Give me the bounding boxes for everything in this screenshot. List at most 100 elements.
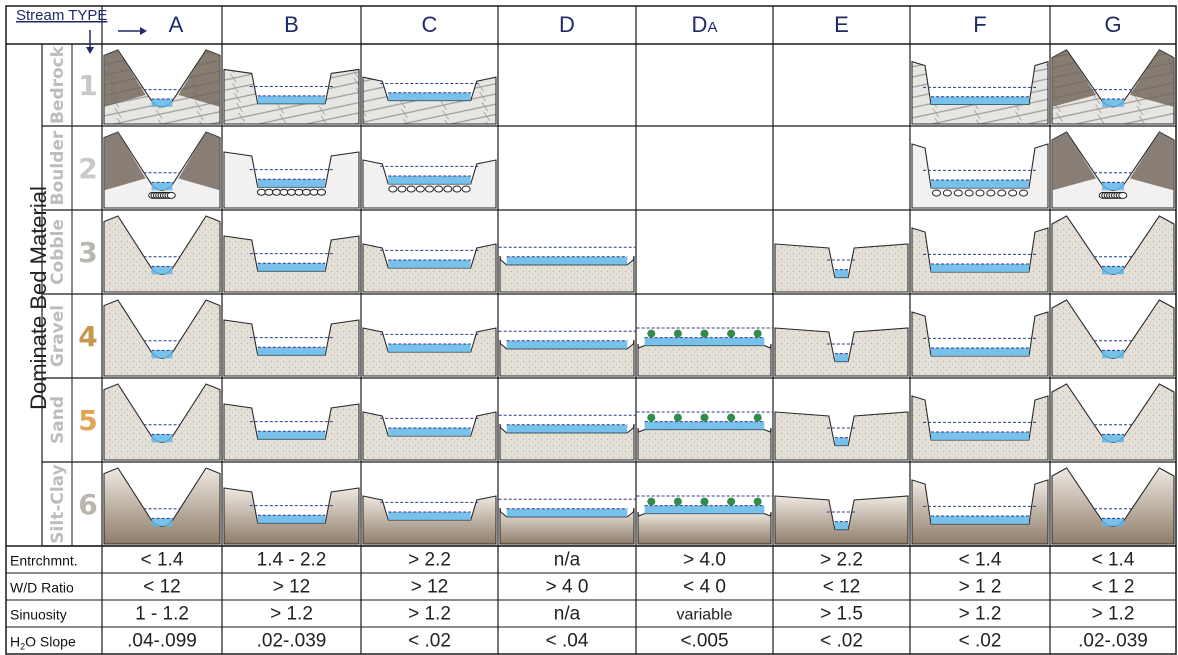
metric-1-f: > 1 2	[959, 577, 1002, 598]
metric-1-da: < 4 0	[683, 577, 726, 598]
metric-3-g: .02-.039	[1078, 631, 1148, 652]
vegetation	[727, 497, 736, 506]
profile-e-3	[774, 243, 909, 293]
column-header-e: E	[834, 12, 849, 37]
profile-a-1	[103, 49, 221, 125]
water	[506, 424, 628, 433]
profile-da-6	[636, 495, 773, 545]
boulder	[397, 185, 407, 193]
channel-bed	[103, 383, 221, 461]
boulder	[452, 185, 462, 193]
profile-c-6	[362, 495, 497, 545]
boulder	[279, 188, 289, 196]
boulder	[257, 188, 266, 196]
water	[834, 521, 849, 530]
metric-3-da: <.005	[680, 631, 728, 652]
vegetation	[673, 497, 682, 506]
water	[257, 263, 326, 272]
profile-b-2	[223, 151, 360, 209]
channel-bed	[774, 411, 909, 461]
boulder	[443, 185, 453, 193]
channel-bed	[911, 60, 1049, 125]
channel-bed	[637, 427, 772, 461]
metric-2-da: variable	[676, 607, 732, 624]
water	[151, 182, 173, 191]
metric-label-2: Sinuosity	[10, 607, 67, 623]
metric-2-f: > 1.2	[959, 604, 1002, 625]
boulder	[964, 189, 974, 197]
metric-3-c: < .02	[408, 631, 451, 652]
channel-bed	[103, 467, 221, 545]
profile-g-4	[1051, 299, 1175, 377]
material-number-6: 6	[78, 488, 97, 521]
boulder	[272, 188, 281, 196]
profile-f-6	[911, 479, 1049, 545]
profile-e-5	[774, 411, 909, 461]
water	[257, 95, 326, 104]
water	[834, 437, 849, 446]
boulder	[287, 188, 296, 196]
water	[1102, 434, 1124, 443]
stream-type-label: Stream TYPE	[16, 7, 107, 24]
profile-c-2	[362, 159, 497, 209]
table-grid	[5, 5, 1177, 655]
profile-g-5	[1051, 383, 1175, 461]
water	[257, 347, 326, 356]
profile-b-6	[223, 487, 360, 545]
metric-2-d: n/a	[554, 604, 581, 625]
material-number-5: 5	[78, 404, 97, 437]
valley-wall	[1129, 132, 1174, 191]
water	[151, 518, 173, 527]
boulder	[317, 188, 326, 196]
valley-wall	[178, 49, 220, 107]
metric-0-e: > 2.2	[820, 550, 863, 571]
vegetation	[753, 497, 762, 506]
boulder	[997, 189, 1007, 197]
vegetation	[700, 329, 709, 338]
profile-g-6	[1051, 467, 1175, 545]
boulder	[461, 185, 471, 193]
water	[151, 434, 173, 443]
metric-3-e: < .02	[820, 631, 863, 652]
water	[506, 256, 628, 265]
vegetation	[647, 497, 656, 506]
channel-bed	[637, 343, 772, 377]
profile-b-5	[223, 403, 360, 461]
valley-wall	[1052, 49, 1097, 107]
water	[388, 176, 471, 184]
boulder	[425, 185, 434, 193]
arrow-down-icon	[86, 47, 94, 54]
profile-d-6	[498, 498, 636, 545]
profile-d-5	[498, 414, 636, 461]
vegetation	[647, 413, 656, 422]
boulder	[931, 189, 941, 197]
boulder	[406, 185, 416, 193]
boulder	[986, 189, 996, 197]
channel-bed	[774, 327, 909, 377]
material-number-2: 2	[78, 152, 97, 185]
metric-1-d: > 4 0	[546, 577, 589, 598]
channel-bed	[223, 403, 360, 461]
water	[931, 348, 1029, 356]
profile-f-1	[911, 60, 1049, 125]
channel-bed	[1051, 467, 1175, 545]
vegetation	[753, 329, 762, 338]
water	[506, 508, 628, 517]
channel-bed	[911, 143, 1049, 209]
vegetation	[727, 329, 736, 338]
vegetation	[673, 413, 682, 422]
column-header-a: A	[169, 12, 184, 37]
water	[257, 431, 326, 440]
water	[931, 516, 1029, 524]
boulder	[1118, 191, 1128, 199]
profile-a-6	[103, 467, 221, 545]
profile-g-2	[1051, 131, 1175, 209]
metric-3-d: < .04	[546, 631, 589, 652]
channel-bed	[911, 311, 1049, 377]
column-header-c: C	[422, 12, 438, 37]
water	[257, 179, 326, 188]
profile-f-4	[911, 311, 1049, 377]
metric-0-d: n/a	[554, 550, 581, 571]
water	[257, 515, 326, 524]
column-header-da: DA	[692, 12, 718, 37]
